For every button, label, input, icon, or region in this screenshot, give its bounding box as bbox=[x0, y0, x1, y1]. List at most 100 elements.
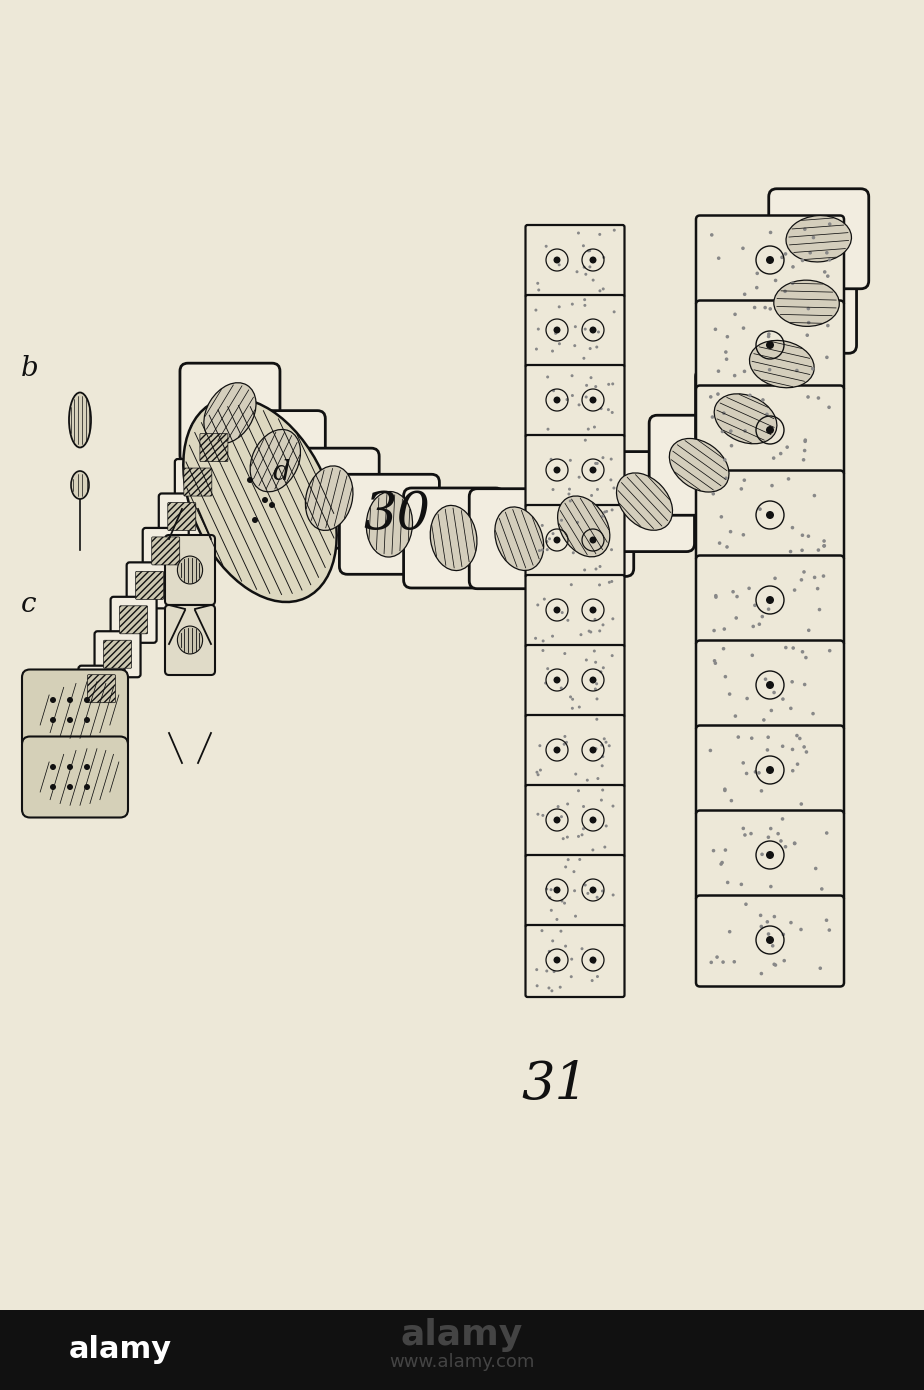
Circle shape bbox=[805, 751, 808, 753]
Circle shape bbox=[743, 370, 747, 373]
Circle shape bbox=[828, 259, 832, 261]
Circle shape bbox=[570, 374, 574, 377]
Circle shape bbox=[584, 884, 587, 887]
Circle shape bbox=[726, 881, 729, 884]
Circle shape bbox=[582, 805, 585, 808]
Circle shape bbox=[578, 403, 580, 406]
FancyBboxPatch shape bbox=[534, 477, 634, 577]
Circle shape bbox=[590, 816, 597, 823]
Circle shape bbox=[553, 396, 561, 403]
Circle shape bbox=[573, 870, 576, 873]
Circle shape bbox=[743, 430, 747, 432]
Circle shape bbox=[613, 310, 615, 313]
FancyBboxPatch shape bbox=[225, 410, 325, 510]
Circle shape bbox=[766, 766, 774, 774]
Circle shape bbox=[599, 289, 602, 292]
Circle shape bbox=[714, 594, 718, 598]
Circle shape bbox=[595, 698, 599, 701]
FancyBboxPatch shape bbox=[650, 416, 749, 516]
Circle shape bbox=[748, 587, 751, 591]
Circle shape bbox=[594, 461, 597, 464]
Circle shape bbox=[779, 840, 783, 842]
Circle shape bbox=[763, 306, 767, 310]
Circle shape bbox=[565, 398, 568, 402]
Circle shape bbox=[825, 356, 829, 359]
Circle shape bbox=[791, 281, 795, 285]
Circle shape bbox=[728, 692, 732, 696]
Circle shape bbox=[825, 831, 829, 835]
Circle shape bbox=[569, 499, 572, 502]
Circle shape bbox=[594, 660, 597, 664]
Circle shape bbox=[561, 899, 564, 902]
Circle shape bbox=[764, 677, 767, 681]
FancyBboxPatch shape bbox=[119, 606, 148, 634]
Circle shape bbox=[801, 259, 804, 263]
Circle shape bbox=[602, 456, 604, 459]
Circle shape bbox=[799, 802, 803, 806]
Circle shape bbox=[550, 457, 553, 461]
Circle shape bbox=[534, 309, 538, 311]
Circle shape bbox=[560, 687, 563, 689]
FancyBboxPatch shape bbox=[594, 452, 695, 552]
FancyBboxPatch shape bbox=[696, 556, 844, 646]
Circle shape bbox=[552, 389, 555, 392]
Circle shape bbox=[590, 396, 597, 403]
Circle shape bbox=[589, 348, 591, 350]
Circle shape bbox=[717, 370, 721, 373]
Circle shape bbox=[728, 930, 732, 934]
Circle shape bbox=[552, 488, 554, 491]
Circle shape bbox=[597, 331, 600, 334]
Circle shape bbox=[594, 688, 597, 691]
Circle shape bbox=[772, 915, 776, 919]
FancyBboxPatch shape bbox=[103, 641, 131, 669]
FancyBboxPatch shape bbox=[757, 253, 857, 353]
FancyBboxPatch shape bbox=[526, 366, 625, 436]
Circle shape bbox=[590, 537, 597, 543]
FancyBboxPatch shape bbox=[696, 368, 796, 468]
Circle shape bbox=[757, 771, 760, 774]
Circle shape bbox=[799, 578, 803, 581]
Circle shape bbox=[758, 623, 761, 626]
Circle shape bbox=[546, 667, 549, 670]
Circle shape bbox=[799, 927, 803, 931]
Circle shape bbox=[564, 945, 567, 948]
Circle shape bbox=[741, 762, 745, 764]
Ellipse shape bbox=[616, 473, 673, 531]
Circle shape bbox=[766, 748, 770, 752]
Circle shape bbox=[723, 457, 726, 461]
Circle shape bbox=[739, 883, 743, 887]
Circle shape bbox=[590, 467, 597, 474]
Circle shape bbox=[550, 909, 553, 912]
Circle shape bbox=[545, 541, 548, 543]
Circle shape bbox=[566, 858, 570, 862]
FancyBboxPatch shape bbox=[94, 631, 140, 677]
Circle shape bbox=[772, 691, 776, 695]
FancyBboxPatch shape bbox=[469, 489, 569, 589]
FancyBboxPatch shape bbox=[339, 474, 440, 574]
Circle shape bbox=[84, 717, 90, 723]
FancyBboxPatch shape bbox=[191, 424, 237, 471]
Circle shape bbox=[553, 327, 561, 334]
Text: c: c bbox=[20, 591, 36, 619]
Circle shape bbox=[605, 510, 608, 513]
Circle shape bbox=[755, 286, 759, 289]
Circle shape bbox=[601, 744, 603, 746]
FancyBboxPatch shape bbox=[526, 714, 625, 787]
Circle shape bbox=[753, 306, 757, 310]
FancyBboxPatch shape bbox=[175, 459, 221, 505]
Circle shape bbox=[767, 835, 771, 840]
FancyBboxPatch shape bbox=[696, 300, 844, 392]
Circle shape bbox=[601, 890, 604, 892]
Circle shape bbox=[753, 603, 757, 607]
Circle shape bbox=[590, 956, 597, 963]
Circle shape bbox=[574, 915, 577, 917]
Circle shape bbox=[548, 949, 551, 954]
Circle shape bbox=[590, 631, 592, 634]
Circle shape bbox=[760, 852, 764, 856]
Circle shape bbox=[808, 252, 812, 254]
Circle shape bbox=[569, 459, 572, 461]
FancyBboxPatch shape bbox=[696, 895, 844, 987]
Circle shape bbox=[67, 696, 73, 703]
Circle shape bbox=[573, 345, 577, 348]
Circle shape bbox=[819, 966, 822, 970]
